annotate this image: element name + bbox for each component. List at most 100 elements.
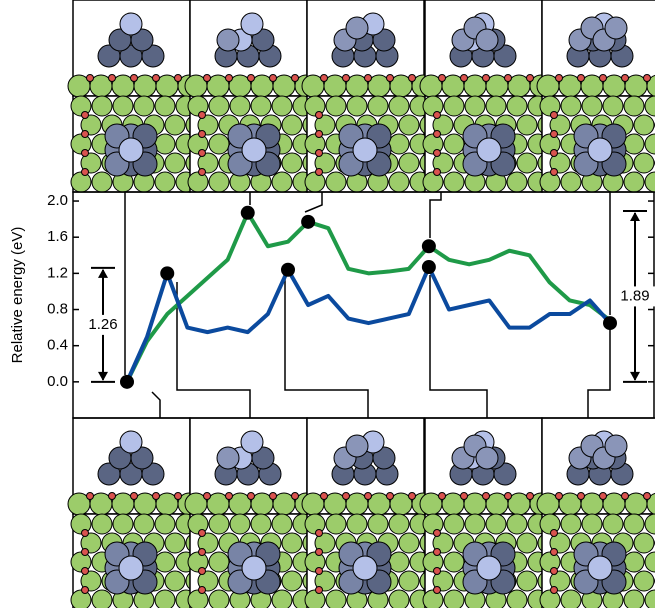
atom (175, 75, 182, 82)
atom (82, 169, 89, 176)
atom (423, 172, 443, 192)
atom (209, 552, 229, 572)
atom (120, 13, 142, 35)
atom (165, 115, 185, 135)
atom (461, 493, 468, 500)
atom (292, 75, 299, 82)
atom (155, 514, 175, 534)
y-tick-label: 2.0 (47, 192, 68, 209)
arrow-head (630, 212, 640, 221)
atom (209, 96, 229, 116)
atom (517, 115, 537, 135)
atom (82, 131, 89, 138)
atom (199, 112, 206, 119)
plot: 0.00.40.81.21.62.01.261.89 (47, 192, 655, 390)
atom (434, 549, 441, 556)
atom (465, 96, 485, 116)
atom (517, 571, 537, 591)
atom (305, 590, 325, 608)
atom (507, 514, 527, 534)
atom (600, 75, 607, 82)
atom (199, 530, 206, 537)
atom (389, 172, 409, 192)
atom (326, 96, 346, 116)
atom (507, 590, 527, 608)
atom (155, 96, 175, 116)
atom (109, 493, 116, 500)
y-tick-label: 1.6 (47, 228, 68, 245)
atom (476, 29, 498, 51)
atom (486, 514, 506, 534)
arrow-head (98, 372, 108, 381)
atom (624, 96, 644, 116)
atom (365, 75, 372, 82)
atom (87, 493, 94, 500)
atom (87, 75, 94, 82)
atom (624, 590, 644, 608)
atom (82, 530, 89, 537)
atom (507, 96, 527, 116)
atom (155, 134, 175, 154)
atom (199, 549, 206, 556)
atom (321, 75, 328, 82)
atom (389, 134, 409, 154)
atom (347, 96, 367, 116)
atom (605, 17, 627, 39)
atom (387, 493, 394, 500)
atom (622, 75, 629, 82)
atom (71, 172, 91, 192)
atom (505, 75, 512, 82)
atom (477, 556, 501, 580)
atom (389, 552, 409, 572)
atom (272, 514, 292, 534)
atom (316, 568, 323, 575)
atom (556, 493, 563, 500)
atom (527, 493, 534, 500)
atom (551, 568, 558, 575)
atom (588, 556, 612, 580)
atom (624, 172, 644, 192)
atom (622, 493, 629, 500)
arrow-head (630, 372, 640, 381)
atom (434, 169, 441, 176)
atom (92, 514, 112, 534)
atom (153, 75, 160, 82)
atom (92, 172, 112, 192)
atom (82, 112, 89, 119)
atom (155, 552, 175, 572)
atom (409, 493, 416, 500)
atom (624, 134, 644, 154)
atom (389, 590, 409, 608)
atom (477, 138, 501, 162)
atom (517, 153, 537, 173)
atom (444, 134, 464, 154)
atom (209, 514, 229, 534)
atom (217, 447, 239, 469)
atom (199, 568, 206, 575)
atom (199, 131, 206, 138)
atom (444, 590, 464, 608)
atom (434, 587, 441, 594)
atom (551, 587, 558, 594)
atom (507, 172, 527, 192)
atom (217, 29, 239, 51)
atom (551, 112, 558, 119)
atom (551, 131, 558, 138)
atom (634, 153, 654, 173)
atom (241, 13, 263, 35)
atom (209, 172, 229, 192)
atom (282, 533, 302, 553)
atom (204, 493, 211, 500)
atom (551, 549, 558, 556)
atom (272, 96, 292, 116)
atom (368, 96, 388, 116)
atom (399, 571, 419, 591)
atom (165, 533, 185, 553)
atom (119, 556, 143, 580)
atom (134, 514, 154, 534)
atom (270, 493, 277, 500)
atom (444, 514, 464, 534)
atom (209, 134, 229, 154)
y-tick-label: 0.8 (47, 300, 68, 317)
atom (113, 514, 133, 534)
